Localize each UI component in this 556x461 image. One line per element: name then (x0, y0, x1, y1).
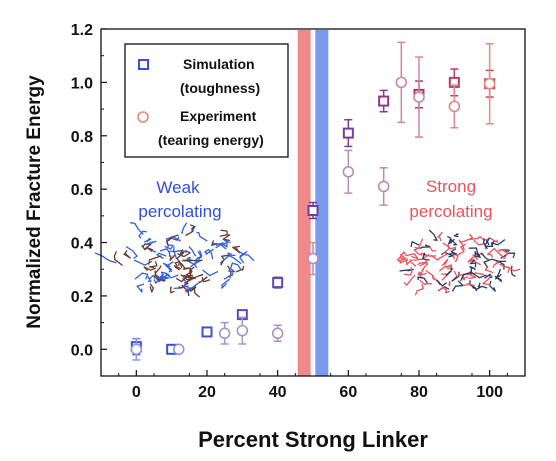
network-illustrations (94, 222, 521, 298)
annotation-title: Strong (426, 177, 476, 196)
weak-network-illustration (94, 222, 255, 298)
experiment-point-8 (395, 41, 408, 124)
experiment-point-0 (130, 337, 143, 361)
legend-label: Experiment (180, 108, 257, 124)
x-tick-label: 40 (269, 384, 287, 401)
circle-marker (271, 327, 284, 340)
plot-frame (100, 28, 526, 377)
x-tick-label: 0 (132, 384, 141, 401)
circle-marker (483, 77, 496, 90)
experiment-point-1 (172, 343, 185, 356)
square-marker (272, 277, 284, 289)
square-marker (342, 127, 354, 139)
square-marker (378, 95, 390, 107)
circle-marker (218, 327, 231, 340)
circle-marker (236, 324, 249, 337)
y-tick-label: 0.0 (71, 342, 93, 359)
experiment-point-10 (448, 84, 461, 129)
x-tick-label: 20 (198, 384, 216, 401)
circle-marker (307, 252, 319, 265)
y-tick-label: 1.0 (71, 75, 93, 92)
experiment-point-4 (271, 324, 284, 343)
circle-marker (342, 166, 355, 178)
experiment-point-3 (236, 316, 249, 345)
y-axis-title: Normalized Fracture Energy (24, 75, 45, 329)
legend-sublabel: (tearing energy) (158, 132, 264, 148)
legend-sublabel: (toughness) (180, 80, 260, 96)
legend-circle-marker (137, 111, 149, 123)
percolation-bands (297, 30, 329, 376)
axis-ticks: 0 20 40 60 80 100 0.0 0.2 0.4 0.6 0.8 1.0 1.2 (71, 22, 508, 401)
x-tick-label: 80 (410, 384, 428, 401)
legend-box (124, 43, 289, 158)
strong-network-illustration (396, 229, 521, 296)
circle-marker (395, 76, 408, 89)
percolation-band-0 (297, 30, 311, 376)
annotation-title: Weak (156, 178, 200, 197)
simulation-point-2 (201, 326, 213, 338)
region-annotations: Weak percolating Strong percolating (138, 177, 492, 221)
simulation-point-6 (342, 119, 354, 148)
experiment-point-6 (342, 149, 355, 194)
experiment-point-11 (483, 42, 496, 125)
x-axis-title: Percent Strong Linker (198, 427, 428, 452)
square-marker (201, 326, 213, 338)
simulation-point-5 (307, 201, 319, 220)
square-marker (307, 205, 319, 217)
annotation-subtitle: percolating (409, 202, 492, 221)
circle-marker (172, 343, 185, 356)
experiment-point-5 (307, 241, 319, 276)
circle-marker (377, 180, 390, 193)
legend: Simulation (toughness) Experiment (tearing … (124, 43, 289, 158)
x-tick-label: 100 (476, 384, 503, 401)
simulation-point-7 (378, 89, 390, 113)
legend-label: Simulation (183, 56, 255, 72)
legend-square-marker (138, 59, 149, 70)
y-tick-label: 0.4 (71, 236, 93, 253)
simulation-point-4 (272, 276, 284, 289)
experiment-point-9 (413, 56, 425, 138)
data-points (130, 41, 496, 361)
y-tick-label: 1.2 (71, 22, 93, 39)
x-tick-label: 60 (339, 384, 357, 401)
circle-marker (448, 100, 461, 113)
percolation-band-1 (315, 30, 329, 376)
circle-marker (130, 343, 143, 356)
circle-marker (413, 91, 425, 103)
y-tick-label: 0.6 (71, 182, 93, 199)
y-tick-label: 0.2 (71, 289, 93, 306)
experiment-point-2 (218, 321, 231, 345)
y-tick-label: 0.8 (71, 129, 93, 146)
annotation-subtitle: percolating (138, 202, 221, 221)
experiment-point-7 (377, 167, 390, 206)
